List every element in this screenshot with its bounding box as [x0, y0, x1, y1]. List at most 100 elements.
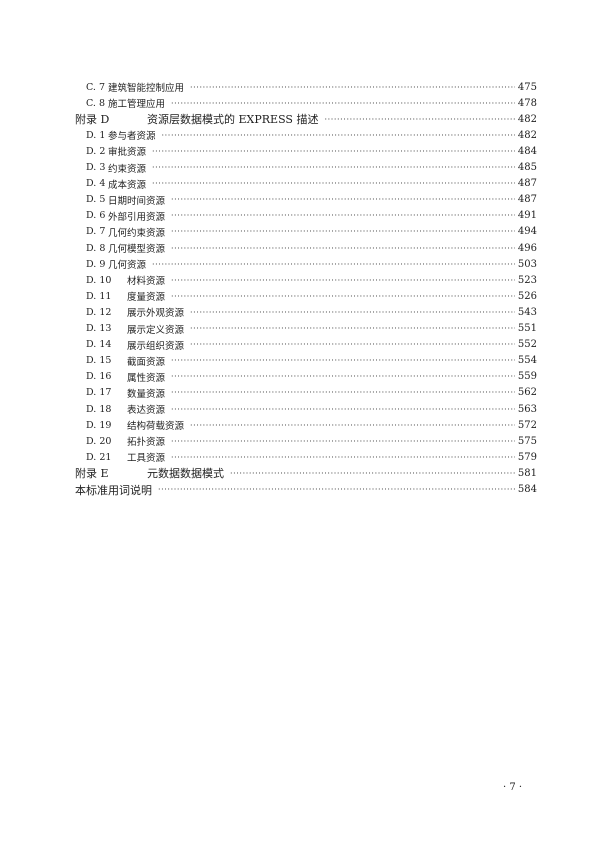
entry-title: 元数据数据模式: [147, 467, 224, 481]
entry-page: 478: [517, 97, 537, 109]
dot-leader: [171, 211, 515, 220]
entry-number: D. 3: [86, 162, 106, 173]
entry-title: 属性资源: [127, 372, 166, 384]
toc-entry[interactable]: D. 12 展示外观资源 543: [86, 304, 537, 320]
toc-entry[interactable]: D. 13 展示定义资源 551: [86, 321, 537, 337]
dot-leader: [171, 405, 515, 414]
entry-number: D. 17: [86, 387, 112, 399]
entry-title: 施工管理应用: [108, 99, 166, 111]
toc-entry[interactable]: D. 11 度量资源 526: [86, 288, 537, 304]
entry-number: D. 12: [86, 306, 112, 318]
entry-number: D. 21: [86, 451, 112, 463]
entry-number: D. 15: [86, 355, 112, 367]
entry-page: 526: [517, 290, 537, 302]
entry-number: D. 18: [86, 403, 112, 415]
toc-entry[interactable]: 本标准用词说明 584: [75, 482, 537, 498]
dot-leader: [171, 99, 515, 108]
entry-number: D. 20: [86, 435, 112, 447]
dot-leader: [171, 388, 515, 397]
entry-page: 559: [517, 371, 537, 383]
entry-page: 491: [517, 210, 537, 222]
entry-title: 几何资源: [108, 260, 147, 272]
entry-title: 截面资源: [127, 356, 166, 368]
entry-title: 成本资源: [108, 179, 147, 191]
entry-number: D. 19: [86, 419, 112, 431]
dot-leader: [171, 276, 515, 285]
entry-number: D. 13: [86, 323, 112, 334]
entry-page: 543: [517, 306, 537, 318]
entry-number: C. 8: [86, 97, 106, 109]
entry-page: 503: [517, 258, 537, 270]
toc-entry[interactable]: 附录 D 资源层数据模式的 EXPRESS 描述 482: [75, 111, 537, 127]
dot-leader: [190, 83, 515, 92]
entry-title: 表达资源: [127, 405, 166, 416]
entry-number: 附录 D: [75, 113, 110, 127]
dot-leader: [152, 260, 515, 269]
dot-leader: [158, 485, 515, 494]
entry-number: D. 1: [86, 129, 106, 141]
toc-entry[interactable]: D. 10 材料资源 523: [86, 272, 537, 288]
entry-page: 523: [517, 274, 537, 286]
dot-leader: [171, 356, 515, 365]
toc-entry[interactable]: D. 16 属性资源 559: [86, 369, 537, 385]
dot-leader: [171, 195, 515, 204]
entry-title: 外部引用资源: [108, 211, 166, 223]
dot-leader: [324, 115, 514, 124]
entry-title: 几何模型资源: [108, 244, 166, 255]
entry-number: D. 5: [86, 194, 106, 206]
entry-page: 487: [517, 178, 537, 190]
dot-leader: [171, 227, 515, 236]
toc-entry[interactable]: D. 21 工具资源 579: [86, 449, 537, 465]
entry-title: 材料资源: [127, 276, 166, 288]
toc-entry[interactable]: D. 15 截面资源 554: [86, 353, 537, 369]
entry-title: 展示外观资源: [127, 308, 185, 320]
entry-page: 475: [517, 81, 537, 93]
entry-page: 572: [517, 419, 537, 431]
dot-leader: [230, 469, 515, 478]
entry-title: 展示组织资源: [127, 340, 185, 352]
entry-number: 附录 E: [75, 467, 109, 481]
entry-number: D. 6: [86, 210, 106, 222]
toc-entry[interactable]: D. 17 数量资源 562: [86, 385, 537, 401]
dot-leader: [190, 421, 515, 430]
entry-number: D. 14: [86, 339, 112, 351]
dot-leader: [171, 453, 515, 462]
entry-number: D. 7: [86, 226, 106, 238]
dot-leader: [152, 147, 515, 156]
entry-page: 552: [517, 339, 537, 351]
entry-number: C. 7: [86, 81, 106, 93]
entry-title: 拓扑资源: [127, 437, 166, 449]
entry-title: 数量资源: [127, 388, 166, 400]
dot-leader: [171, 372, 515, 381]
entry-title: 日期时间资源: [108, 195, 166, 207]
toc-entry[interactable]: D. 14 展示组织资源 552: [86, 337, 537, 353]
toc-entry[interactable]: D. 18 表达资源 563: [86, 401, 537, 417]
entry-title: 约束资源: [108, 163, 147, 175]
toc-entry[interactable]: 附录 E 元数据数据模式 581: [75, 465, 537, 481]
entry-title: 工具资源: [127, 453, 166, 465]
entry-number: D. 4: [86, 178, 106, 190]
entry-number: D. 16: [86, 371, 112, 383]
dot-leader: [190, 340, 515, 349]
entry-page: 485: [517, 162, 537, 173]
entry-page: 584: [517, 484, 537, 495]
toc-entry[interactable]: D. 19 结构荷载资源 572: [86, 417, 537, 433]
dot-leader: [152, 163, 515, 172]
entry-title: 本标准用词说明: [75, 483, 152, 497]
entry-title: 参与者资源: [108, 131, 156, 143]
toc-entry[interactable]: D. 20 拓扑资源 575: [86, 433, 537, 449]
entry-page: 482: [517, 113, 537, 125]
dot-leader: [190, 324, 515, 333]
entry-title: 资源层数据模式的 EXPRESS 描述: [147, 113, 319, 127]
